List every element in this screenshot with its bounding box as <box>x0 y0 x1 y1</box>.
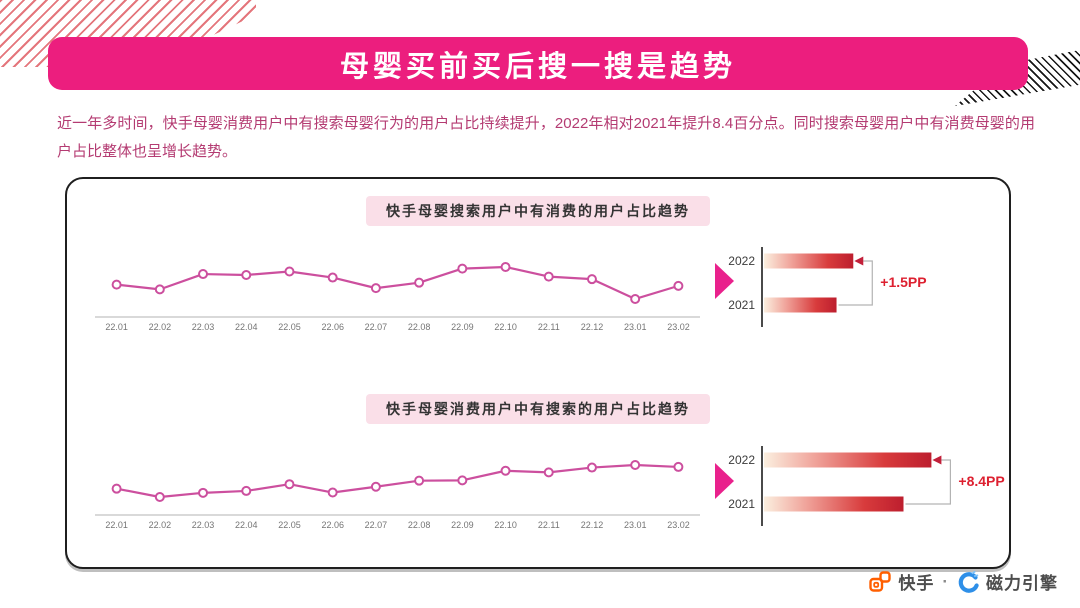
x-tick-label: 23.02 <box>667 322 690 332</box>
magnetic-engine-logo-icon <box>958 570 979 593</box>
line-series <box>116 463 679 499</box>
x-tick-label: 22.05 <box>278 520 301 530</box>
year-label: 2022 <box>728 254 755 268</box>
chart1-pointer-triangle-icon <box>715 263 734 299</box>
x-tick-label: 22.07 <box>364 322 388 332</box>
delta-label: +8.4PP <box>958 473 1004 489</box>
x-tick-label: 22.03 <box>191 322 215 332</box>
year-bar <box>764 496 904 512</box>
x-tick-label: 22.11 <box>537 322 560 332</box>
chart2-title: 快手母婴消费用户中有搜索的用户占比趋势 <box>366 394 710 424</box>
data-point-marker <box>327 272 338 283</box>
data-point-marker <box>500 465 511 476</box>
data-point-marker <box>414 475 425 486</box>
data-point-marker <box>543 467 554 478</box>
x-tick-label: 22.10 <box>494 322 517 332</box>
x-tick-label: 22.06 <box>321 322 344 332</box>
x-tick-label: 22.10 <box>494 520 517 530</box>
title-banner: 母婴买前买后搜一搜是趋势 <box>48 37 1028 90</box>
x-tick-label: 22.12 <box>580 520 604 530</box>
magnetic-engine-wordmark: 磁力引擎 <box>986 574 1058 593</box>
x-tick-label: 22.01 <box>105 520 128 530</box>
data-point-marker <box>241 270 252 280</box>
chart2-x-axis-labels: 22.01 22.02 22.03 22.04 22.05 22.06 22.07 22.08… <box>95 520 700 530</box>
x-tick-label: 23.01 <box>623 520 647 530</box>
data-point-marker <box>543 271 554 282</box>
chart1-title: 快手母婴搜索用户中有消费的用户占比趋势 <box>366 196 710 226</box>
x-tick-label: 22.12 <box>580 322 604 332</box>
x-tick-label: 22.04 <box>235 322 258 332</box>
x-tick-label: 22.08 <box>407 322 431 332</box>
chart1-year-comparison-bars: 2022 2021 +1.5PP <box>728 247 927 327</box>
intro-paragraph: 近一年多时间，快手母婴消费用户中有搜索母婴行为的用户占比持续提升，2022年相对… <box>57 115 1035 160</box>
data-point-marker <box>630 460 641 470</box>
data-point-marker <box>198 269 209 280</box>
footer-logos: 快手 · 磁力引擎 <box>868 569 1058 594</box>
data-point-marker <box>284 266 295 277</box>
x-tick-label: 22.01 <box>105 322 128 332</box>
bracket-arrow-icon <box>932 455 942 465</box>
x-tick-label: 23.01 <box>623 322 647 332</box>
year-bar <box>764 452 932 468</box>
data-point-marker <box>284 479 295 490</box>
chart1-line-plot <box>95 262 700 318</box>
page-title: 母婴买前买后搜一搜是趋势 <box>339 50 736 83</box>
charts-card: 快手母婴搜索用户中有消费的用户占比趋势 22.01 22.02 22.03 22.04… <box>65 177 1011 569</box>
data-point-marker <box>198 487 209 498</box>
year-label: 2021 <box>728 298 755 312</box>
year-label: 2022 <box>728 453 755 467</box>
kuaishou-logo-icon <box>869 570 892 592</box>
x-tick-label: 22.09 <box>451 322 474 332</box>
data-point-marker <box>586 274 597 285</box>
data-point-marker <box>154 284 165 295</box>
data-point-marker <box>673 461 684 472</box>
x-tick-label: 22.09 <box>451 520 474 530</box>
x-tick-label: 22.03 <box>191 520 215 530</box>
data-point-marker <box>630 294 641 304</box>
x-tick-label: 22.06 <box>321 520 344 530</box>
x-tick-label: 22.04 <box>235 520 258 530</box>
year-bar <box>764 253 854 269</box>
x-tick-label: 22.05 <box>278 322 301 332</box>
x-tick-label: 22.02 <box>148 322 172 332</box>
data-point-marker <box>154 492 165 502</box>
x-tick-label: 22.08 <box>407 520 431 530</box>
data-point-marker <box>241 485 252 496</box>
delta-label: +1.5PP <box>880 274 926 290</box>
x-tick-label: 22.02 <box>148 520 172 530</box>
delta-bracket <box>905 459 951 505</box>
line-series <box>116 265 679 301</box>
data-point-marker <box>327 487 338 498</box>
delta-bracket <box>838 260 873 306</box>
data-point-marker <box>370 481 381 492</box>
chart2-line-plot <box>95 460 700 516</box>
chart2-year-comparison-bars: 2022 2021 +8.4PP <box>728 446 1005 526</box>
x-tick-label: 23.02 <box>667 520 690 530</box>
year-bar <box>764 297 837 313</box>
data-point-marker <box>111 279 122 290</box>
year-label: 2021 <box>728 497 755 511</box>
data-point-marker <box>414 277 425 288</box>
chart2-pointer-triangle-icon <box>715 463 734 499</box>
kuaishou-wordmark: 快手 <box>898 574 935 593</box>
chart1-x-axis-labels: 22.01 22.02 22.03 22.04 22.05 22.06 22.07 22.08… <box>95 322 700 332</box>
data-point-marker <box>673 280 684 291</box>
footer-separator: · <box>942 571 948 591</box>
data-point-marker <box>586 462 597 473</box>
data-point-marker <box>111 483 122 494</box>
bracket-arrow-icon <box>854 256 864 266</box>
data-point-marker <box>500 262 511 272</box>
data-point-marker <box>370 283 381 294</box>
data-point-marker <box>457 475 468 486</box>
x-tick-label: 22.07 <box>364 520 388 530</box>
x-tick-label: 22.11 <box>537 520 560 530</box>
data-point-marker <box>457 263 468 274</box>
